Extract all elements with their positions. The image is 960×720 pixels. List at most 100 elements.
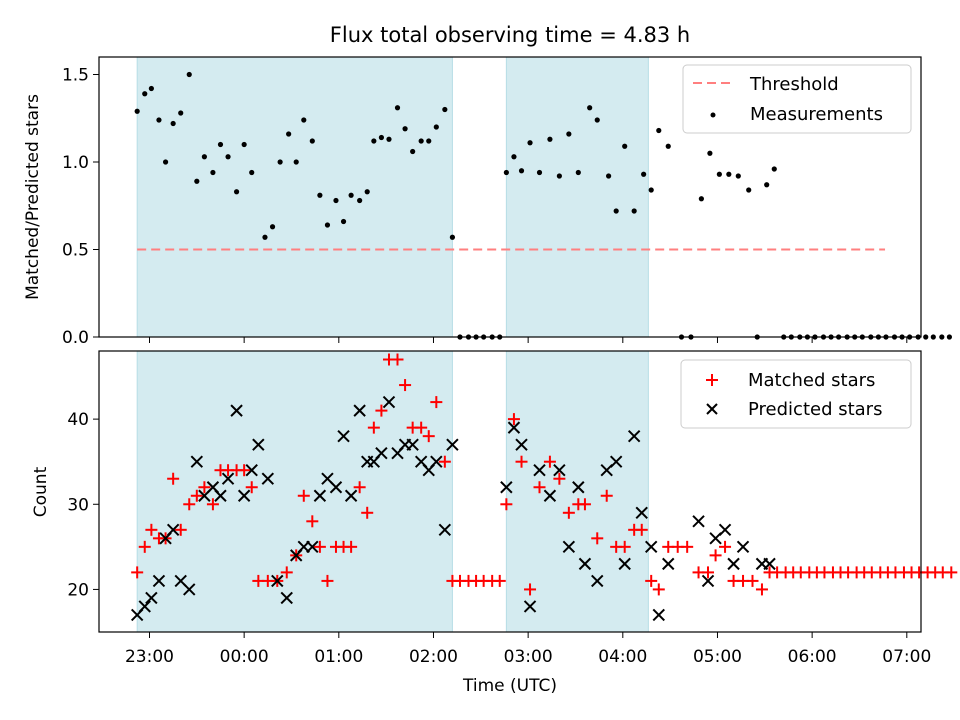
measurement-point — [217, 141, 224, 148]
predicted-star-point — [382, 395, 396, 409]
matched-star-point — [375, 404, 388, 417]
matched-star-point — [524, 583, 537, 596]
measurement-point — [277, 159, 283, 165]
x-tick-label: 04:00 — [598, 647, 647, 667]
measurement-point — [449, 234, 456, 240]
predicted-star-point — [152, 574, 166, 588]
predicted-star-point — [692, 515, 705, 528]
x-tick-label: 03:00 — [504, 647, 553, 667]
predicted-star-point — [375, 446, 388, 460]
count-axes-frame — [98, 350, 922, 633]
matched-star-point — [422, 430, 435, 443]
predicted-star-point — [591, 574, 604, 588]
matched-legend-swatch — [706, 374, 718, 386]
measurement-point — [156, 117, 162, 123]
x-tick-label: 07:00 — [882, 647, 931, 667]
measurement-point — [923, 334, 929, 340]
ratio-axes-frame — [98, 56, 922, 338]
predicted-star-point — [221, 472, 235, 485]
measurement-point — [402, 126, 408, 132]
predicted-star-point — [438, 523, 452, 537]
measurement-point — [410, 148, 416, 155]
ratio-panel: 0.0 0.5 1.0 1.5 Matched/Predicted stars Thr… — [23, 56, 952, 348]
ratio-legend-box — [682, 64, 912, 134]
measurement-point — [764, 182, 770, 188]
measurement-point — [225, 154, 231, 160]
predicted-star-point — [644, 540, 658, 554]
measurement-point — [170, 120, 176, 127]
predicted-star-point — [500, 481, 513, 494]
count-panel: 20 30 40 23:00 00:00 01:00 02:00 03:00 04:00 05:… — [31, 350, 958, 696]
predicted-star-point — [701, 574, 715, 588]
measurement-point — [575, 169, 581, 176]
count-y-ticks: 20 30 40 — [67, 410, 99, 600]
predicted-star-point — [662, 557, 675, 571]
predicted-star-point — [446, 438, 459, 451]
matched-star-point — [245, 481, 258, 494]
measurement-point — [148, 85, 154, 92]
measurement-point — [442, 106, 448, 113]
predicted-star-point — [138, 600, 151, 613]
measurement-point — [939, 334, 945, 340]
measurement-point — [162, 159, 169, 165]
matched-star-point — [131, 566, 144, 579]
predicted-star-point — [553, 464, 566, 477]
predicted-star-point — [337, 429, 350, 443]
ratio-y-ticks: 0.0 0.5 1.0 1.5 — [62, 66, 99, 348]
matched-star-point — [709, 549, 722, 562]
predicted-star-point — [261, 472, 275, 485]
measurement-point — [386, 136, 392, 142]
x-tick-label: 02:00 — [409, 647, 458, 667]
ratio-y-tick-label: 1.5 — [62, 66, 89, 86]
predicted-star-point — [313, 489, 327, 502]
matched-star-point — [645, 574, 658, 587]
matched-star-point — [543, 455, 556, 468]
measurement-point — [262, 234, 268, 240]
count-y-tick-label: 20 — [67, 580, 89, 600]
ratio-y-tick-label: 0.5 — [62, 241, 89, 261]
measurement-point — [698, 196, 704, 202]
measurement-point — [293, 159, 299, 165]
predicted-star-point — [430, 455, 443, 468]
predicted-star-point — [515, 438, 528, 451]
measurement-point — [378, 134, 385, 141]
predicted-star-point — [245, 464, 258, 477]
matched-star-point — [652, 583, 665, 596]
predicted-star-point — [406, 438, 419, 451]
x-tick-label: 00:00 — [220, 647, 269, 667]
predicted-star-point — [609, 455, 623, 468]
predicted-star-point — [562, 540, 576, 554]
predicted-star-point — [572, 481, 585, 494]
predicted-star-point — [652, 608, 665, 622]
matched-star-point — [493, 574, 506, 587]
measurement-point — [566, 131, 572, 137]
measurement-point — [194, 178, 200, 184]
measurement-point — [333, 197, 339, 204]
predicted-star-point — [507, 421, 521, 434]
measurement-point — [249, 169, 255, 176]
ratio-legend: Threshold Measurements — [682, 64, 912, 134]
measurement-point — [556, 173, 562, 179]
predicted-star-point — [533, 464, 546, 477]
measurement-point — [648, 187, 654, 193]
matched-star-point — [198, 481, 211, 494]
matched-star-point — [391, 353, 404, 366]
measurement-point — [201, 154, 207, 160]
measurement-point — [433, 124, 439, 130]
predicted-star-point — [763, 557, 776, 571]
predicted-star-point — [306, 540, 319, 554]
matched-star-point — [755, 583, 768, 596]
measurement-point — [364, 189, 370, 195]
matched-star-point — [167, 472, 180, 485]
measurement-point — [241, 141, 247, 148]
measurement-point — [946, 334, 952, 340]
matched-legend-label: Matched stars — [748, 370, 875, 391]
measurement-point — [317, 192, 323, 198]
measurement-point — [930, 334, 936, 340]
ratio-y-tick-label: 1.0 — [62, 153, 89, 173]
predicted-star-point — [543, 489, 557, 502]
predicted-star-point — [618, 557, 631, 571]
measurement-point — [665, 143, 671, 149]
matched-star-point — [238, 464, 251, 477]
